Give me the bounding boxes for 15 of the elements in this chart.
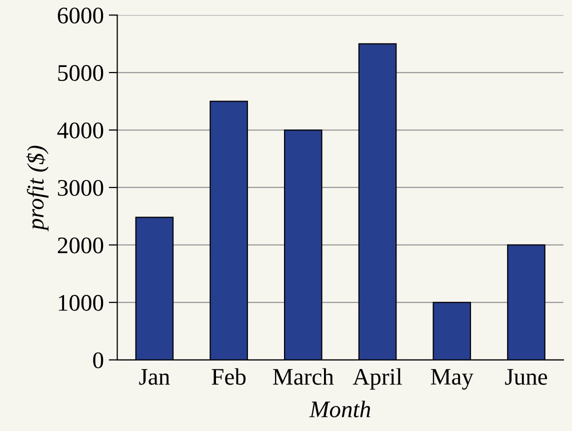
y-tick-label: 4000 [57,122,104,138]
x-axis-title: Month [309,400,370,418]
y-tick-label: 5000 [58,65,104,81]
y-tick-label: 2000 [58,237,104,254]
x-tick-label: April [352,368,402,390]
y-tick-label: 6000 [58,8,104,24]
y-axis-title: profit ($) [26,146,49,232]
x-tick-label: Jan [139,369,170,385]
y-tick-label: 3000 [58,180,104,196]
y-tick-label: 1000 [58,294,104,311]
x-tick-label: Feb [212,368,246,385]
x-tick-label: June [505,369,548,385]
x-tick-label: March [273,368,334,385]
y-tick-label: 0 [93,352,104,368]
x-tick-label: May [430,369,474,390]
